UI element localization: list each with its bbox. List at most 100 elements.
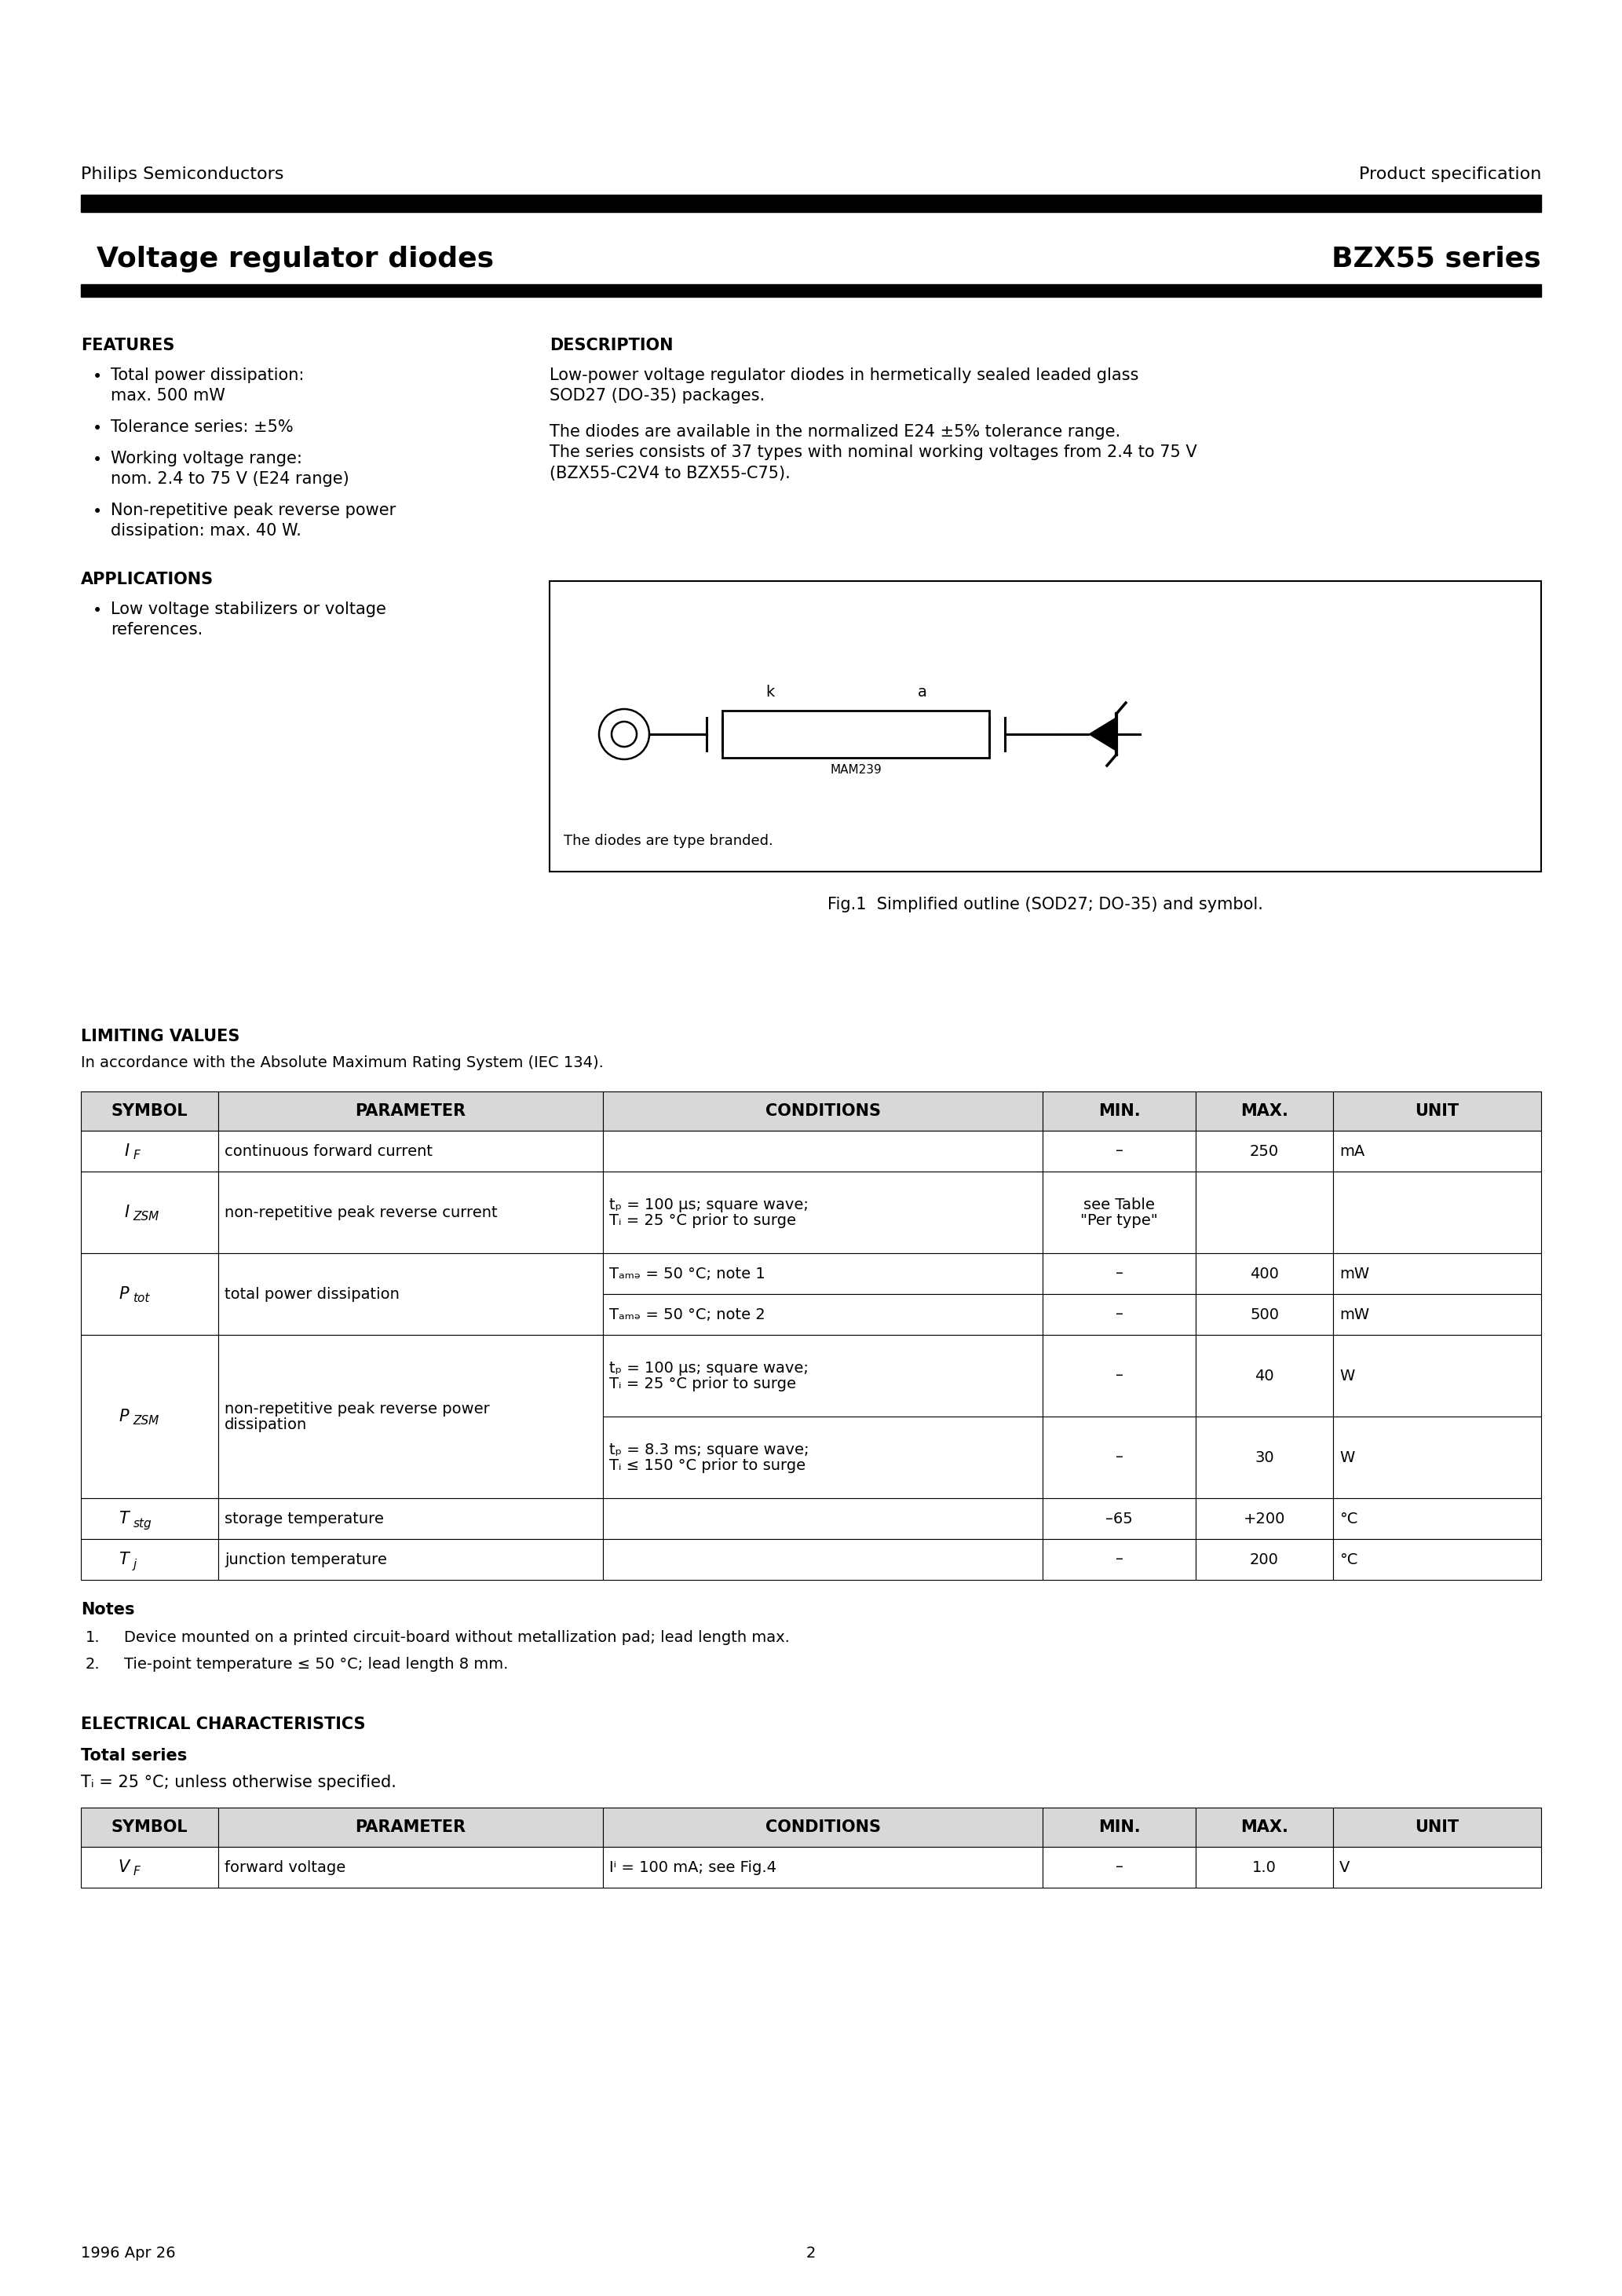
Text: tₚ = 8.3 ms; square wave;: tₚ = 8.3 ms; square wave; <box>610 1442 809 1458</box>
Text: ZSM: ZSM <box>133 1212 159 1224</box>
Text: dissipation: max. 40 W.: dissipation: max. 40 W. <box>110 523 302 540</box>
Text: •: • <box>92 505 102 519</box>
Bar <box>1043 1295 1195 1334</box>
Text: Total series: Total series <box>81 1747 187 1763</box>
Text: The diodes are type branded.: The diodes are type branded. <box>564 833 774 847</box>
Text: dissipation: dissipation <box>224 1417 307 1433</box>
Bar <box>603 1295 1043 1334</box>
Bar <box>1333 1091 1541 1130</box>
Text: I: I <box>125 1205 130 1219</box>
Text: •: • <box>92 604 102 618</box>
Bar <box>1195 1130 1333 1171</box>
Bar <box>1195 1417 1333 1499</box>
Text: APPLICATIONS: APPLICATIONS <box>81 572 214 588</box>
Text: Non-repetitive peak reverse power: Non-repetitive peak reverse power <box>110 503 396 519</box>
Text: 30: 30 <box>1255 1449 1273 1465</box>
Bar <box>81 1499 219 1538</box>
Text: –: – <box>1116 1143 1122 1159</box>
Bar <box>219 1499 603 1538</box>
Text: In accordance with the Absolute Maximum Rating System (IEC 134).: In accordance with the Absolute Maximum … <box>81 1056 603 1070</box>
Text: total power dissipation: total power dissipation <box>224 1286 399 1302</box>
Text: T: T <box>118 1552 130 1568</box>
Text: Philips Semiconductors: Philips Semiconductors <box>81 168 284 181</box>
Text: Device mounted on a printed circuit-board without metallization pad; lead length: Device mounted on a printed circuit-boar… <box>123 1630 790 1644</box>
Text: CONDITIONS: CONDITIONS <box>766 1818 881 1835</box>
Text: Notes: Notes <box>81 1603 135 1619</box>
Text: tₚ = 100 μs; square wave;: tₚ = 100 μs; square wave; <box>610 1196 808 1212</box>
Bar <box>81 1846 219 1887</box>
Bar <box>603 1091 1043 1130</box>
Text: SYMBOL: SYMBOL <box>112 1104 188 1118</box>
Bar <box>603 1499 1043 1538</box>
Text: see Table: see Table <box>1083 1196 1155 1212</box>
Text: The diodes are available in the normalized E24 ±5% tolerance range.
The series c: The diodes are available in the normaliz… <box>550 425 1197 482</box>
Text: °C: °C <box>1340 1552 1358 1566</box>
Bar <box>219 1130 603 1171</box>
Text: LIMITING VALUES: LIMITING VALUES <box>81 1029 240 1045</box>
Bar <box>81 195 1541 211</box>
Text: a: a <box>918 684 928 700</box>
Text: storage temperature: storage temperature <box>224 1511 384 1527</box>
Text: +200: +200 <box>1244 1511 1285 1527</box>
Text: 1.: 1. <box>86 1630 101 1644</box>
Bar <box>1333 1334 1541 1417</box>
Polygon shape <box>1088 716 1116 751</box>
Text: UNIT: UNIT <box>1414 1818 1460 1835</box>
Bar <box>603 1130 1043 1171</box>
Text: mW: mW <box>1340 1265 1369 1281</box>
Bar <box>1043 1538 1195 1580</box>
Text: •: • <box>92 370 102 386</box>
Text: °C: °C <box>1340 1511 1358 1527</box>
Text: max. 500 mW: max. 500 mW <box>110 388 225 404</box>
Bar <box>1333 1417 1541 1499</box>
Bar <box>1043 1417 1195 1499</box>
Text: Tᵢ = 25 °C prior to surge: Tᵢ = 25 °C prior to surge <box>610 1375 796 1391</box>
Bar <box>81 285 1541 296</box>
Text: Iⁱ = 100 mA; see Fig.4: Iⁱ = 100 mA; see Fig.4 <box>610 1860 777 1876</box>
Bar <box>1043 1846 1195 1887</box>
Text: P: P <box>118 1410 130 1424</box>
Text: W: W <box>1340 1368 1354 1382</box>
Text: BZX55 series: BZX55 series <box>1332 246 1541 273</box>
Bar <box>1195 1807 1333 1846</box>
Bar <box>1043 1334 1195 1417</box>
Text: –: – <box>1116 1860 1122 1876</box>
Bar <box>81 1091 219 1130</box>
Bar <box>603 1807 1043 1846</box>
Bar <box>603 1254 1043 1295</box>
Bar <box>1043 1091 1195 1130</box>
Text: PARAMETER: PARAMETER <box>355 1104 466 1118</box>
Text: 1.0: 1.0 <box>1252 1860 1277 1876</box>
Bar <box>1043 1254 1195 1295</box>
Text: CONDITIONS: CONDITIONS <box>766 1104 881 1118</box>
Bar <box>603 1334 1043 1417</box>
Text: Tₐₘₔ = 50 °C; note 2: Tₐₘₔ = 50 °C; note 2 <box>610 1306 766 1322</box>
Text: Working voltage range:: Working voltage range: <box>110 450 302 466</box>
Text: –: – <box>1116 1306 1122 1322</box>
Bar <box>219 1334 603 1499</box>
Bar <box>219 1091 603 1130</box>
Text: Tₐₘₔ = 50 °C; note 1: Tₐₘₔ = 50 °C; note 1 <box>610 1265 766 1281</box>
Text: SYMBOL: SYMBOL <box>112 1818 188 1835</box>
Bar <box>603 1846 1043 1887</box>
Bar <box>1043 1807 1195 1846</box>
Text: DESCRIPTION: DESCRIPTION <box>550 338 673 354</box>
Bar <box>81 1538 219 1580</box>
Bar <box>1043 1499 1195 1538</box>
Bar <box>219 1807 603 1846</box>
Bar <box>603 1171 1043 1254</box>
Text: ELECTRICAL CHARACTERISTICS: ELECTRICAL CHARACTERISTICS <box>81 1717 365 1731</box>
Text: –: – <box>1116 1449 1122 1465</box>
Text: forward voltage: forward voltage <box>224 1860 345 1876</box>
Text: j: j <box>133 1559 136 1570</box>
Text: MIN.: MIN. <box>1098 1104 1140 1118</box>
Bar <box>1195 1171 1333 1254</box>
Bar <box>219 1538 603 1580</box>
Text: I: I <box>125 1143 130 1159</box>
Text: stg: stg <box>133 1518 151 1529</box>
Bar <box>1333 1538 1541 1580</box>
Bar <box>603 1417 1043 1499</box>
Text: V: V <box>118 1860 130 1876</box>
Text: F: F <box>133 1867 139 1878</box>
Text: T: T <box>118 1511 130 1527</box>
